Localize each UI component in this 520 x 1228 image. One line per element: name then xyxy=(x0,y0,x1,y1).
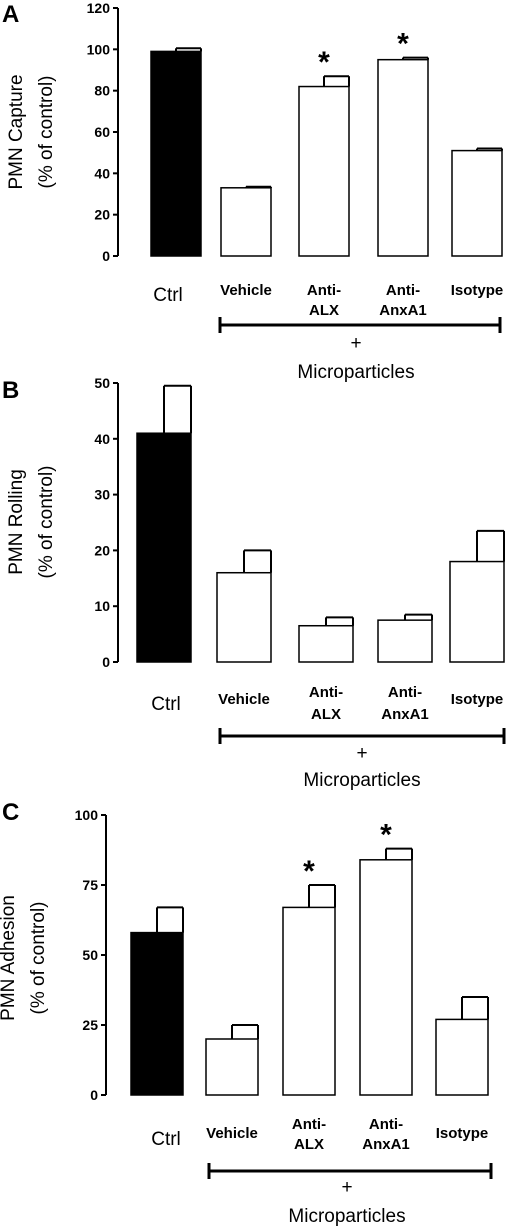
significance-star: * xyxy=(397,28,409,61)
y-axis-title-line2: (% of control) xyxy=(36,76,57,189)
y-tick-label: 0 xyxy=(102,654,110,670)
y-tick-label: 75 xyxy=(82,877,98,893)
group-plus: + xyxy=(341,1177,352,1198)
category-label: ALX xyxy=(294,1136,324,1153)
bar-anti-alx xyxy=(298,85,350,257)
y-tick-label: 100 xyxy=(87,41,111,57)
category-label: Ctrl xyxy=(153,285,183,306)
category-label: Isotype xyxy=(436,1125,489,1142)
bar-ctrl xyxy=(130,931,184,1096)
bar-isotype xyxy=(451,149,503,257)
y-tick-label: 0 xyxy=(90,1087,98,1103)
group-label: Microparticles xyxy=(303,770,420,791)
y-axis-title-line2: (% of control) xyxy=(28,902,49,1015)
category-label: Isotype xyxy=(451,691,504,708)
group-plus: + xyxy=(350,333,361,354)
panel-letter: C xyxy=(2,799,19,826)
y-axis-title-line2: (% of control) xyxy=(36,466,57,579)
y-tick-label: 40 xyxy=(94,165,110,181)
y-axis-title: PMN Rolling xyxy=(6,469,27,575)
y-tick-label: 20 xyxy=(94,207,110,223)
category-label: Vehicle xyxy=(220,282,272,299)
category-label: Anti- xyxy=(369,1116,403,1133)
bar-anti-anxa1 xyxy=(377,58,429,257)
significance-star: * xyxy=(318,46,330,79)
y-tick-label: 80 xyxy=(94,83,110,99)
significance-star: * xyxy=(380,819,392,852)
group-label: Microparticles xyxy=(288,1206,405,1227)
y-tick-label: 50 xyxy=(94,375,110,391)
category-label: ALX xyxy=(309,302,339,319)
panel-letter: A xyxy=(2,1,19,28)
y-tick-label: 20 xyxy=(94,542,110,558)
panel-a: A PMN Capture (% of control) 0 20 40 60 80 100 12… xyxy=(2,0,503,383)
y-axis-title: PMN Adhesion xyxy=(0,895,19,1021)
significance-star: * xyxy=(303,855,315,888)
y-tick-label: 60 xyxy=(94,124,110,140)
panel-c: C PMN Adhesion (% of control) 0 25 50 75 100 * * C… xyxy=(0,799,493,1227)
category-label: Isotype xyxy=(451,282,504,299)
category-label: Anti- xyxy=(386,282,420,299)
category-label: Ctrl xyxy=(151,694,181,715)
bar-anti-anxa1 xyxy=(377,619,433,663)
bar-anti-alx xyxy=(298,624,354,663)
bar-vehicle xyxy=(205,1038,259,1096)
bar-anti-alx xyxy=(282,906,336,1096)
y-tick-label: 10 xyxy=(94,598,110,614)
category-label: ALX xyxy=(311,706,341,723)
group-label: Microparticles xyxy=(297,362,414,383)
category-label: Vehicle xyxy=(218,691,270,708)
y-axis-title: PMN Capture xyxy=(6,74,27,189)
y-tick-label: 100 xyxy=(75,807,99,823)
bar-isotype xyxy=(449,560,505,663)
bar-anti-anxa1 xyxy=(359,859,413,1096)
category-label: Anti- xyxy=(309,684,343,701)
y-tick-label: 25 xyxy=(82,1017,98,1033)
y-tick-label: 30 xyxy=(94,487,110,503)
bar-ctrl xyxy=(150,50,202,257)
category-label: AnxA1 xyxy=(381,706,429,723)
y-tick-label: 0 xyxy=(102,248,110,264)
category-label: Anti- xyxy=(307,282,341,299)
category-label: AnxA1 xyxy=(379,302,427,319)
category-label: Anti- xyxy=(292,1116,326,1133)
category-label: Anti- xyxy=(388,684,422,701)
category-label: AnxA1 xyxy=(362,1136,410,1153)
category-label: Vehicle xyxy=(206,1125,258,1142)
group-plus: + xyxy=(356,743,367,764)
y-tick-label: 120 xyxy=(87,0,111,16)
bar-vehicle xyxy=(220,187,272,257)
panel-letter: B xyxy=(2,377,19,404)
y-tick-label: 40 xyxy=(94,431,110,447)
category-label: Ctrl xyxy=(151,1129,181,1150)
bar-isotype xyxy=(435,1018,489,1096)
y-tick-label: 50 xyxy=(82,947,98,963)
bar-ctrl xyxy=(136,432,192,663)
bar-vehicle xyxy=(216,571,272,663)
panel-b: B PMN Rolling (% of control) 0 10 20 30 40 50 Ctr… xyxy=(2,375,506,791)
